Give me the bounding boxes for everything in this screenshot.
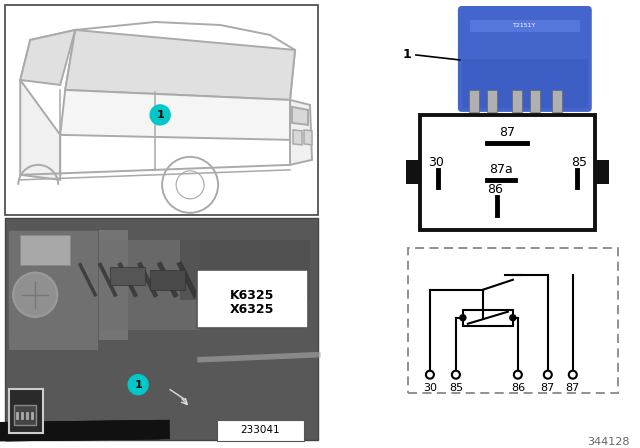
Text: 85: 85 <box>449 383 463 392</box>
Text: 344128: 344128 <box>588 437 630 447</box>
Text: 87a: 87a <box>489 164 513 177</box>
Text: K6325: K6325 <box>230 289 275 302</box>
FancyBboxPatch shape <box>463 310 513 326</box>
Polygon shape <box>65 30 295 100</box>
FancyBboxPatch shape <box>487 90 497 112</box>
FancyBboxPatch shape <box>8 230 98 350</box>
Text: 85: 85 <box>571 156 587 169</box>
Text: T2151Y: T2151Y <box>513 23 536 29</box>
FancyBboxPatch shape <box>458 6 592 112</box>
FancyBboxPatch shape <box>5 5 318 215</box>
FancyBboxPatch shape <box>20 235 70 265</box>
FancyBboxPatch shape <box>217 420 304 441</box>
Text: 233041: 233041 <box>240 425 280 435</box>
FancyBboxPatch shape <box>462 59 588 108</box>
FancyBboxPatch shape <box>110 267 145 285</box>
Circle shape <box>460 315 466 321</box>
FancyBboxPatch shape <box>406 160 420 184</box>
Text: 1: 1 <box>156 110 164 120</box>
FancyBboxPatch shape <box>197 270 308 328</box>
Text: 86: 86 <box>487 183 503 196</box>
Text: 1: 1 <box>134 379 142 390</box>
Circle shape <box>426 370 434 379</box>
Polygon shape <box>293 130 302 145</box>
FancyBboxPatch shape <box>470 20 580 32</box>
FancyBboxPatch shape <box>5 218 318 439</box>
FancyBboxPatch shape <box>14 405 36 425</box>
FancyBboxPatch shape <box>552 90 562 112</box>
Circle shape <box>452 370 460 379</box>
Polygon shape <box>20 30 76 85</box>
Polygon shape <box>304 130 312 145</box>
Circle shape <box>13 273 57 317</box>
Text: 30: 30 <box>423 383 437 392</box>
FancyBboxPatch shape <box>8 230 128 340</box>
Circle shape <box>510 315 516 321</box>
Circle shape <box>569 370 577 379</box>
FancyBboxPatch shape <box>469 90 479 112</box>
Text: 1: 1 <box>402 48 411 61</box>
Circle shape <box>128 375 148 395</box>
FancyBboxPatch shape <box>512 90 522 112</box>
FancyBboxPatch shape <box>420 115 595 230</box>
Polygon shape <box>290 100 312 165</box>
FancyBboxPatch shape <box>9 389 44 433</box>
Polygon shape <box>292 107 308 125</box>
Circle shape <box>544 370 552 379</box>
Polygon shape <box>20 80 60 180</box>
Circle shape <box>150 105 170 125</box>
Circle shape <box>514 370 522 379</box>
Text: 87: 87 <box>566 383 580 392</box>
Text: X6325: X6325 <box>230 303 275 316</box>
FancyBboxPatch shape <box>15 235 85 285</box>
Text: 86: 86 <box>511 383 525 392</box>
Text: 87: 87 <box>541 383 555 392</box>
FancyBboxPatch shape <box>408 248 618 392</box>
FancyBboxPatch shape <box>100 240 200 330</box>
FancyBboxPatch shape <box>530 90 540 112</box>
FancyBboxPatch shape <box>595 160 609 184</box>
Text: 87: 87 <box>499 126 515 139</box>
Text: 30: 30 <box>428 156 444 169</box>
FancyBboxPatch shape <box>150 270 185 290</box>
Polygon shape <box>60 90 290 140</box>
FancyBboxPatch shape <box>180 240 310 300</box>
